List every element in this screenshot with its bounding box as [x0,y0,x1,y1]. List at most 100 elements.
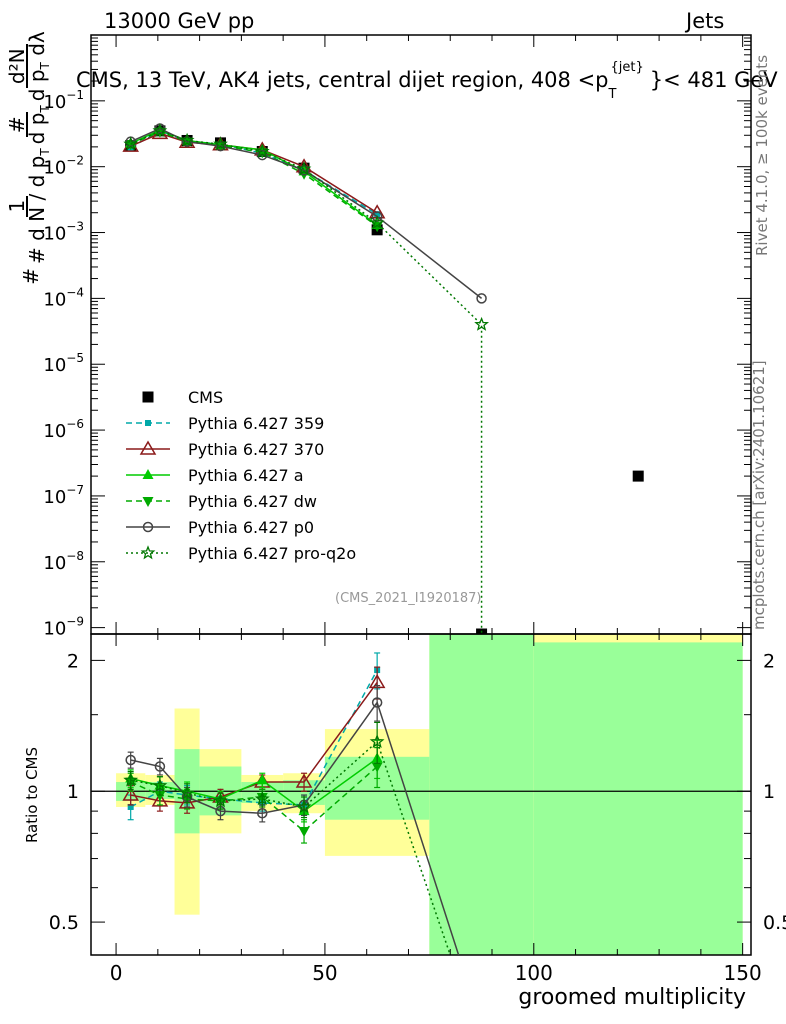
band-green-7 [429,634,534,955]
y-tick-exponent: −1 [66,88,84,102]
x-tick-label: 100 [515,961,553,985]
plot-title-end: }< 481 GeV [649,68,778,92]
ylabel-frac2-den-text: d p [25,112,49,145]
ratio-point-pythia-6-427-p0 [257,807,268,819]
main-point-pythia-6-427-p0 [215,140,226,152]
main-line-pythia-6-427-pro-q2o [130,130,483,634]
y-tick-exponent: −6 [66,417,84,431]
main-point-pythia-6-427-p0 [476,293,487,304]
axis-ticks [91,35,751,955]
ratio-point-pythia-6-427-pro-q2o [179,785,195,800]
main-point-pythia-6-427-pro-q2o [213,136,228,151]
y-tick-exponent: −2 [66,154,84,168]
ylabel-hash: # [19,268,43,285]
legend-label-pythia-6-427-a: Pythia 6.427 a [188,466,304,485]
main-point-pythia-6-427-pro-q2o [296,161,312,176]
y-tick-label-ratio-left: 1 [67,781,79,803]
plot-title: CMS, 13 TeV, AK4 jets, central dijet reg… [76,60,778,102]
ratio-point-pythia-6-427-pro-q2o [213,793,228,808]
y-tick-exponent: −8 [66,549,84,563]
header-right: Jets [686,9,725,33]
y-tick-exponent: −4 [66,285,84,299]
main-line-pythia-6-427-a [130,129,378,226]
ylabel-frac3-den-sub: T [38,62,52,70]
plot-title-sup: {jet} [610,60,644,75]
ratio-frame [90,633,752,956]
main-point-pythia-6-427-pro-q2o [152,123,168,138]
y-tick-exponent: −9 [66,615,84,629]
ratio-point-pythia-6-427-dw [371,762,383,773]
y-tick-label-ratio-right: 2 [763,650,775,672]
y-tick-label-ratio-left: 0.5 [49,912,79,934]
ratio-point-pythia-6-427-p0 [154,761,166,772]
y-tick-label-ratio-right: 1 [763,781,775,803]
main-point-pythia-6-427-pro-q2o [254,143,270,158]
legend-marker-cms [142,391,154,403]
x-axis-label: groomed multiplicity [518,985,746,1010]
analysis-id: (CMS_2021_I1920187) [335,591,482,606]
ratio-y-axis-label: Ratio to CMS [23,746,41,844]
main-series [122,123,644,634]
ratio-point-pythia-6-427-a [256,774,268,785]
ratio-series [122,652,460,955]
main-point-pythia-6-427-pro-q2o [123,136,139,151]
main-point-pythia-6-427-pro-q2o [474,316,490,331]
main-point-pythia-6-427-pro-q2o [369,215,385,230]
ylabel-frac2-den: d pT [25,105,54,145]
ratio-line-pythia-6-427-p0 [130,700,460,955]
main-point-pythia-6-427-p0 [371,211,383,222]
legend-marker-pythia-6-427-359 [145,420,151,426]
ratio-point-pythia-6-427-pro-q2o [254,791,270,806]
main-point-pythia-6-427-pro-q2o [179,132,195,147]
legend-marker-pythia-6-427-a [142,469,154,479]
rivet-version-label: Rivet 4.1.0, ≥ 100k events [753,54,771,256]
header-left: 13000 GeV pp [104,9,255,33]
y-tick-label-main: 10−5 [43,351,84,376]
legend-label-pythia-6-427-pro-q2o: Pythia 6.427 pro-q2o [188,544,356,563]
band-green-8 [533,642,743,955]
y-tick-exponent: −7 [66,483,84,497]
legend-marker-pythia-6-427-dw [142,497,154,507]
x-tick-label: 50 [312,961,337,985]
ylabel-frac3-den-end: dλ [25,31,49,56]
main-point-pythia-6-427-p0 [298,165,310,176]
axis-tick-labels: 0 50 100 15010−910−810−710−610−510−410−310−… [43,88,786,985]
y-tick-label-main: 10−4 [43,285,84,310]
legend-label-pythia-6-427-dw: Pythia 6.427 dw [188,492,317,511]
ratio-point-pythia-6-427-pro-q2o [123,772,139,787]
y-tick-label-main: 10−7 [43,483,84,508]
plot-frames [90,34,752,956]
y-tick-label-main: 10−8 [43,549,84,574]
ratio-point-pythia-6-427-dw [298,827,310,838]
ratio-uncertainty-bands [116,634,743,955]
main-y-axis-label: # 1 # d N / d pT # d pT d²N d pT dλ [5,23,52,293]
legend-marker-pythia-6-427-370 [139,440,157,455]
ratio-point-pythia-6-427-359 [127,803,134,810]
plot-title-text: CMS, 13 TeV, AK4 jets, central dijet reg… [76,68,609,92]
legend-label-pythia-6-427-370: Pythia 6.427 370 [188,440,324,459]
ratio-point-pythia-6-427-pro-q2o [296,799,312,814]
ylabel-frac2: # d pT [5,105,54,145]
ylabel-frac1-den-sub: T [38,148,52,156]
ylabel-frac3-den-text: d p [25,69,49,102]
legend: CMS Pythia 6.427 359 Pythia 6.427 370 Pythi… [126,388,356,563]
ratio-point-pythia-6-427-dw [154,791,166,802]
ylabel-frac3: d²N d pT dλ [5,31,54,102]
y-tick-label-main: 10−6 [43,417,84,442]
ratio-point-pythia-6-427-p0 [371,697,383,708]
ratio-point-pythia-6-427-370 [151,792,169,807]
legend-label-cms: CMS [188,388,223,407]
y-tick-exponent: −5 [66,351,84,365]
ylabel-frac3-den: d pT dλ [25,31,54,102]
x-tick-label: 150 [724,961,762,985]
ylabel-frac1: 1 # d N / d pT [5,148,54,264]
ylabel-frac2-den-sub: T [38,105,52,113]
ratio-point-pythia-6-427-pro-q2o [152,777,168,792]
legend-marker-pythia-6-427-pro-q2o [140,545,156,560]
ylabel-frac1-den-text: # d N / d p [25,155,49,264]
y-tick-label-ratio-right: 0.5 [763,912,786,934]
y-tick-exponent: −3 [66,220,84,234]
main-point-pythia-6-427-359 [374,211,381,218]
ratio-point-pythia-6-427-pro-q2o [369,733,385,749]
main-line-pythia-6-427-dw [130,130,378,227]
